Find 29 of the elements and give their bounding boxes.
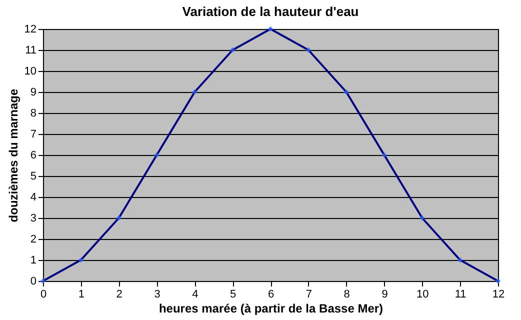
x-tick-label: 3 <box>154 288 160 300</box>
chart-title: Variation de la hauteur d'eau <box>182 4 359 19</box>
x-tick-label: 0 <box>40 288 47 300</box>
y-tick-label: 0 <box>30 276 36 288</box>
y-tick-label: 8 <box>30 108 36 120</box>
y-tick-label: 5 <box>30 170 36 182</box>
x-tick-label: 8 <box>344 288 350 300</box>
y-tick-label: 6 <box>30 150 36 162</box>
y-tick-label: 9 <box>30 86 36 98</box>
y-tick-label: 12 <box>24 24 36 36</box>
x-axis-title: heures marée (à partir de la Basse Mer) <box>158 302 384 316</box>
y-tick-label: 4 <box>30 192 36 204</box>
x-tick-label: 6 <box>268 288 274 300</box>
x-tick-label: 7 <box>306 288 312 300</box>
x-tick-label: 4 <box>192 288 198 300</box>
y-tick-label: 3 <box>30 212 36 224</box>
y-tick-label: 10 <box>24 66 36 78</box>
y-tick-label: 1 <box>30 254 36 266</box>
x-tick-label: 10 <box>416 288 429 300</box>
y-tick-label: 2 <box>30 234 36 246</box>
x-tick-label: 12 <box>492 288 505 300</box>
x-tick-label: 11 <box>454 288 466 300</box>
y-axis-title: douzièmes du marnage <box>6 88 20 222</box>
x-tick-label: 1 <box>78 288 84 300</box>
y-tick-label: 7 <box>30 128 36 140</box>
y-tick-label: 11 <box>25 44 36 56</box>
x-tick-label: 9 <box>382 288 388 300</box>
x-tick-label: 2 <box>116 288 122 300</box>
x-tick-label: 5 <box>230 288 236 300</box>
